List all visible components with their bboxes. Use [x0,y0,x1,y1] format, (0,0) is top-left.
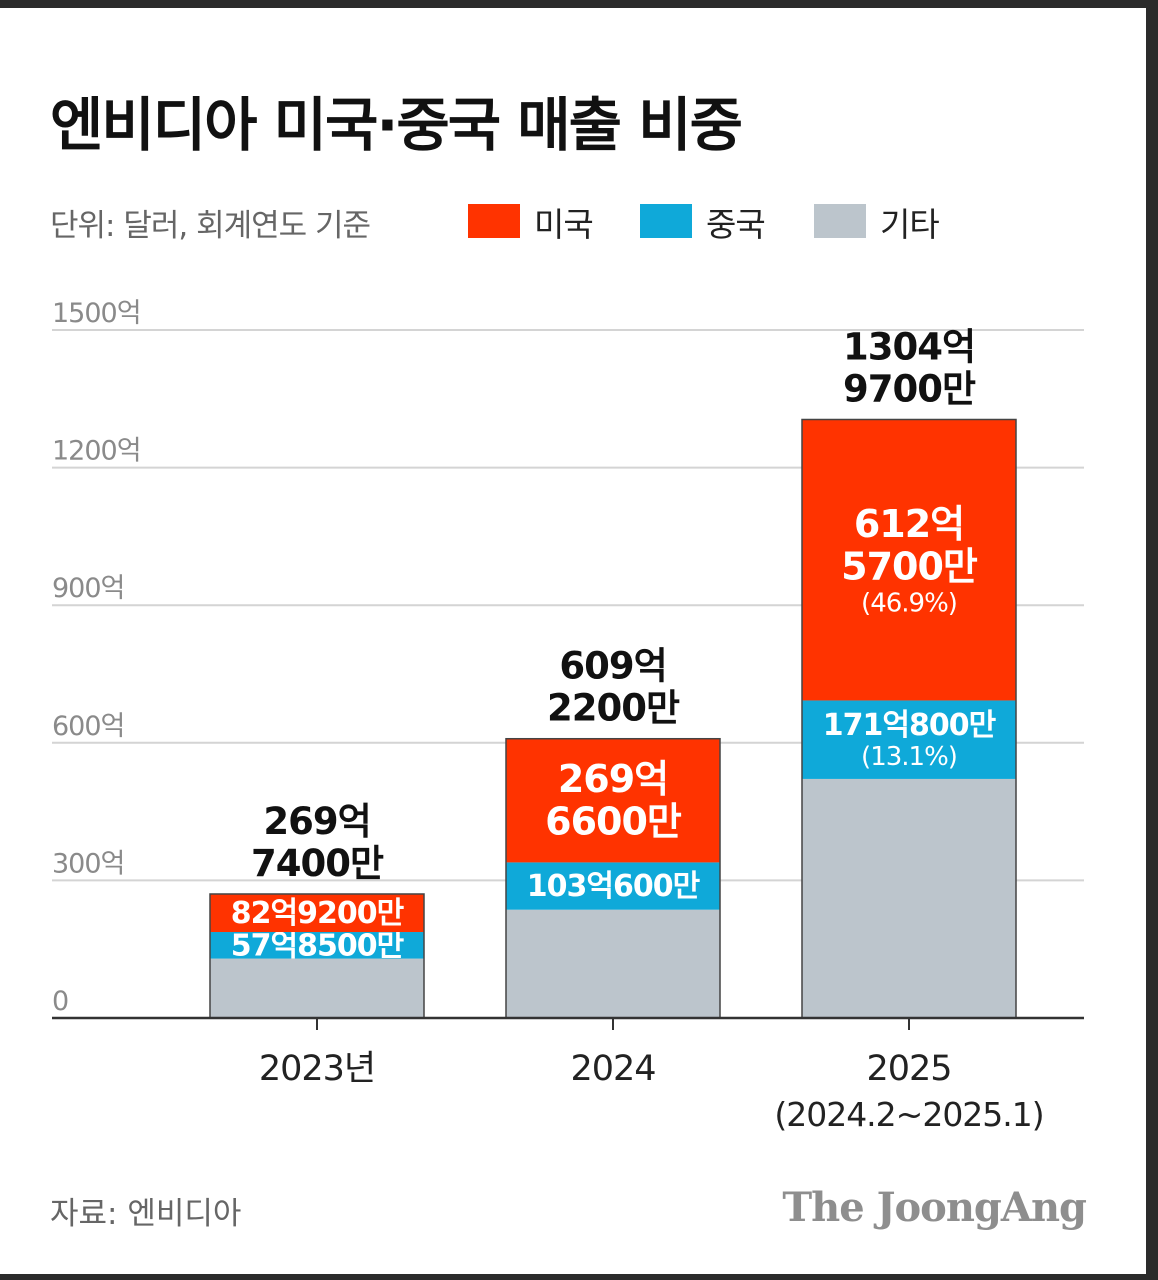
brand-logo: The JoongAng [782,1184,1087,1231]
bar-segment-2-2 [802,419,1016,701]
data-label-2-1-0: 171억800만 [823,708,997,743]
bar-segment-1-0 [506,909,720,1018]
data-label-2-1-1: (13.1%) [861,742,957,772]
legend-label-china: 중국 [706,205,766,244]
y-tick-label-3: 900억 [52,573,124,604]
legend-swatch-other [814,204,866,238]
total-label-2-0: 1304억 [843,325,975,368]
data-label-2-2-2: (46.9%) [861,588,957,618]
y-tick-label-4: 1200억 [52,436,141,467]
x-tick-label-2: 2025 [866,1049,951,1089]
x-tick-label-1: 2024 [570,1049,655,1089]
x-tick-sublabel-2: (2024.2~2025.1) [774,1095,1043,1134]
total-label-2-1: 9700만 [843,367,976,410]
unit-note: 단위: 달러, 회계연도 기준 [50,208,371,244]
data-label-1-1-0: 103억600만 [527,869,701,904]
bar-segment-2-1 [802,700,1016,779]
legend-label-other: 기타 [880,205,940,244]
total-label-1-0: 609억 [559,645,666,688]
legend-swatch-china [640,204,692,238]
page-title: 엔비디아 미국·중국 매출 비중 [50,91,743,159]
data-label-1-2-1: 6600만 [545,800,682,844]
y-tick-label-5: 1500억 [52,298,141,329]
data-label-0-1-0: 57억8500만 [231,928,405,963]
bar-segment-0-2 [210,893,424,933]
x-tick-label-0: 2023년 [259,1049,375,1089]
total-label-0-0: 269억 [263,800,370,843]
bar-segment-1-2 [506,738,720,863]
data-label-0-2-0: 82억9200만 [231,896,405,931]
bar-segment-0-1 [210,932,424,959]
bar-segment-2-0 [802,778,1016,1018]
data-label-2-2-1: 5700만 [841,544,978,588]
y-tick-label-2: 600억 [52,711,124,742]
total-label-0-1: 7400만 [251,842,384,885]
data-label-2-2-0: 612억 [854,502,964,546]
bar-segment-0-0 [210,958,424,1018]
source-note: 자료: 엔비디아 [50,1196,242,1232]
y-tick-label-1: 300억 [52,848,124,879]
legend-label-us: 미국 [534,205,594,244]
bar-segment-1-1 [506,862,720,910]
total-label-1-1: 2200만 [547,687,680,730]
legend-swatch-us [468,204,520,238]
data-label-1-2-0: 269억 [558,757,668,801]
y-tick-label-0: 0 [52,986,68,1017]
